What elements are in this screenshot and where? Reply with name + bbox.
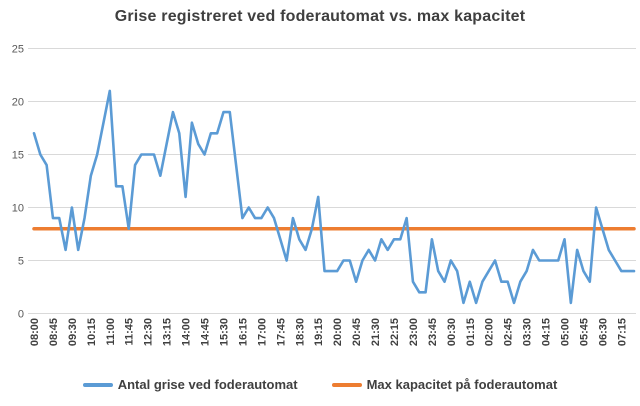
y-axis-tick-label: 10 xyxy=(12,203,24,215)
x-axis-tick-label: 18:30 xyxy=(294,318,306,346)
x-axis-tick-label: 16:15 xyxy=(237,318,249,346)
y-axis-tick-label: 0 xyxy=(18,309,24,321)
x-axis-tick-label: 00:30 xyxy=(446,318,458,346)
chart-legend: Antal grise ved foderautomat Max kapacit… xyxy=(0,377,640,392)
x-axis-tick-label: 14:45 xyxy=(200,318,212,346)
x-axis-tick-label: 19:15 xyxy=(313,318,325,346)
legend-item-max-kapacitet: Max kapacitet på foderautomat xyxy=(331,377,558,392)
chart-title: Grise registreret ved foderautomat vs. m… xyxy=(114,8,526,25)
x-axis-tick-label: 23:00 xyxy=(408,318,420,346)
x-axis-tick-label: 05:00 xyxy=(560,318,572,346)
x-axis-tick-label: 10:15 xyxy=(86,318,98,346)
x-axis-tick-label: 17:00 xyxy=(256,318,268,346)
pigs-count-line xyxy=(32,89,636,305)
y-axis-tick-label: 20 xyxy=(12,97,24,109)
y-axis-tick-label: 15 xyxy=(12,150,24,162)
legend-label-antal-grise: Antal grise ved foderautomat xyxy=(117,377,298,392)
x-axis-tick-label: 08:45 xyxy=(48,318,60,346)
x-axis-tick-label: 07:15 xyxy=(616,318,628,346)
y-axis-tick-label: 5 xyxy=(18,256,24,268)
x-axis-tick-label: 11:45 xyxy=(124,318,136,346)
x-axis-tick-label: 23:45 xyxy=(427,318,439,346)
x-axis-tick-label: 08:00 xyxy=(29,318,41,346)
x-axis-tick-label: 01:15 xyxy=(465,318,477,346)
x-axis-tick-label: 22:15 xyxy=(389,318,401,346)
x-axis-tick-label: 11:00 xyxy=(105,318,117,346)
x-axis-tick-label: 21:30 xyxy=(370,318,382,346)
legend-item-antal-grise: Antal grise ved foderautomat xyxy=(82,377,298,392)
x-axis-tick-label: 15:30 xyxy=(218,318,230,346)
x-axis-tick-label: 12:30 xyxy=(143,318,155,346)
x-axis-tick-label: 13:15 xyxy=(162,318,174,346)
legend-label-max-kapacitet: Max kapacitet på foderautomat xyxy=(366,377,558,392)
x-axis-tick-label: 14:00 xyxy=(181,318,193,346)
x-axis-tick-label: 20:00 xyxy=(332,318,344,346)
legend-line-swatch-blue xyxy=(82,382,113,387)
x-axis-tick-label: 02:45 xyxy=(503,318,515,346)
x-axis-tick-label: 06:30 xyxy=(597,318,609,346)
x-axis-tick-label: 09:30 xyxy=(67,318,79,346)
x-axis-tick-label: 05:45 xyxy=(578,318,590,346)
x-axis-tick-label: 03:30 xyxy=(522,318,534,346)
y-axis-tick-label: 25 xyxy=(12,44,24,56)
legend-line-swatch-orange xyxy=(331,382,362,387)
x-axis-tick-label: 04:15 xyxy=(541,318,553,346)
x-axis-tick-label: 02:00 xyxy=(484,318,496,346)
x-axis-tick-label: 17:45 xyxy=(275,318,287,346)
x-axis-tick-label: 20:45 xyxy=(351,318,363,346)
